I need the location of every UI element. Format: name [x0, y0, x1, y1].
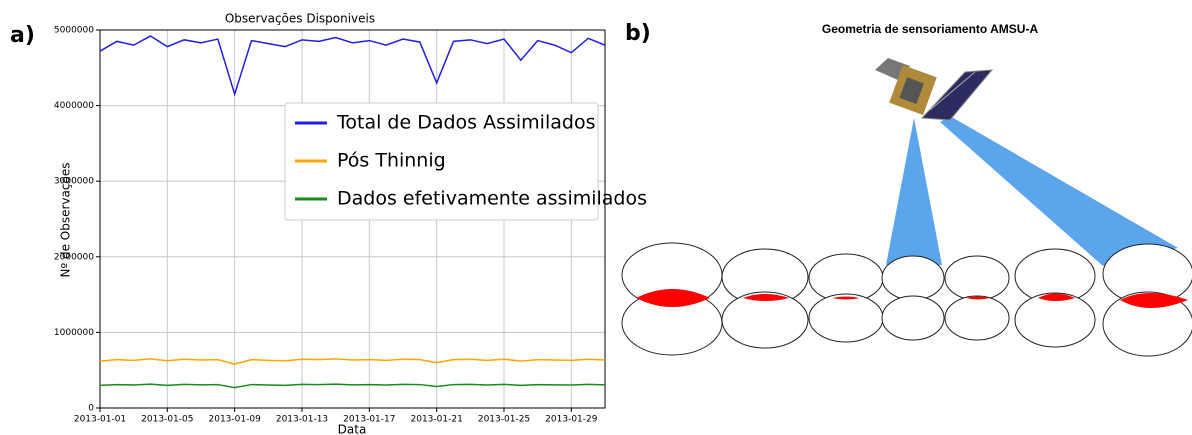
legend-label: Total de Dados Assimilados	[336, 112, 595, 134]
y-tick-label: 3000000	[54, 177, 94, 187]
y-tick-label: 0	[88, 404, 94, 414]
y-tick-label: 5000000	[54, 26, 94, 36]
legend-label: Pós Thinnig	[337, 150, 446, 172]
satellite	[875, 58, 992, 120]
series-line	[100, 359, 605, 364]
y-tick-label: 4000000	[54, 101, 94, 111]
y-tick-label: 1000000	[54, 328, 94, 338]
legend-label: Dados efetivamente assimilados	[337, 188, 647, 210]
x-tick-label: 2013-01-13	[276, 415, 328, 425]
plot: 0 1000000 2000000 3000000 4000000 5000000 2013…	[54, 26, 647, 425]
x-tick-label: 2013-01-29	[545, 415, 598, 425]
figure: a) b) Observações Disponiveis Data Nº de…	[0, 0, 1192, 435]
panel-label: a)	[10, 23, 35, 48]
x-tick-label: 2013-01-25	[478, 415, 530, 425]
panel-label: b)	[625, 21, 651, 46]
chart-title: Observações Disponiveis	[225, 12, 375, 26]
diagram: Geometria de sensoriamento AMSU-A	[622, 22, 1192, 356]
diagram-title: Geometria de sensoriamento AMSU-A	[822, 22, 1039, 36]
x-tick-label: 2013-01-17	[343, 415, 395, 425]
x-tick-label: 2013-01-09	[209, 415, 262, 425]
x-tick-label: 2013-01-01	[74, 415, 126, 425]
series-line	[100, 384, 605, 387]
beam	[940, 116, 1178, 266]
x-tick-label: 2013-01-21	[411, 415, 463, 425]
y-tick-label: 2000000	[54, 252, 94, 262]
legend: Total de Dados Assimilados Pós Thinnig Dad…	[285, 103, 647, 220]
series-line	[100, 36, 605, 94]
x-tick-label: 2013-01-05	[141, 415, 193, 425]
beam	[886, 118, 942, 265]
